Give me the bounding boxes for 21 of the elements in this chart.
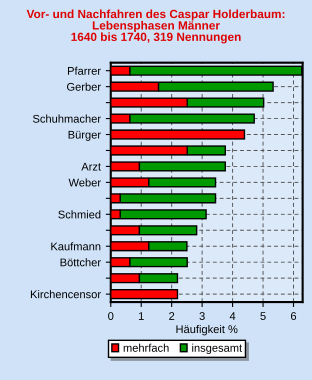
y-tick-label: Böttcher [60, 258, 101, 266]
x-tick-label: 4 [230, 312, 236, 320]
legend-label: insgesamt [192, 344, 242, 354]
legend-label: mehrfach [124, 344, 169, 352]
x-tick-label: 6 [290, 312, 296, 320]
x-tick-label: 0 [108, 312, 114, 320]
y-tick-label: Kaufmann [51, 242, 100, 250]
y-tick-label: Kirchencensor [30, 290, 101, 298]
x-axis-title: Häufigkeit % [176, 324, 238, 336]
y-tick-label: Schmied [58, 210, 100, 218]
y-tick-label: Weber [68, 178, 101, 187]
y-tick-label: Gerber [67, 82, 101, 91]
x-tick-label: 2 [169, 312, 174, 320]
y-tick-label: Pfarrer [68, 66, 101, 75]
y-tick-label: Arzt [81, 162, 101, 171]
x-tick-label: 5 [260, 312, 266, 320]
chart-title: Vor- und Nachfahren des Caspar Holderbaum: Lebensphasen Männer 1640 bis 1740, 319 Nennungen [26, 10, 284, 44]
y-tick-label: Schuhmacher [32, 114, 101, 123]
y-tick-label: Bürger [68, 130, 101, 141]
x-tick-label: 1 [138, 312, 144, 320]
x-tick-label: 3 [199, 312, 205, 320]
